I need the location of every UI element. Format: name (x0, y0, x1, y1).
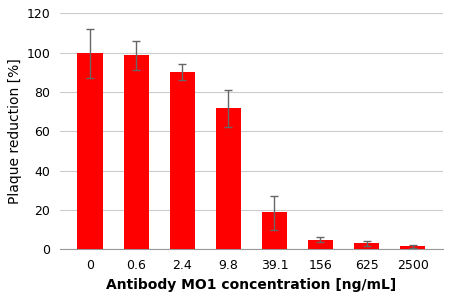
X-axis label: Antibody MO1 concentration [ng/mL]: Antibody MO1 concentration [ng/mL] (106, 278, 396, 292)
Bar (354, 244, 379, 249)
Bar (216, 108, 241, 249)
Bar (170, 72, 195, 249)
Bar (124, 55, 149, 249)
Bar (78, 53, 103, 249)
Bar (262, 212, 287, 249)
Bar (308, 240, 333, 249)
Bar (400, 246, 425, 249)
Y-axis label: Plaque reduction [%]: Plaque reduction [%] (8, 58, 23, 204)
